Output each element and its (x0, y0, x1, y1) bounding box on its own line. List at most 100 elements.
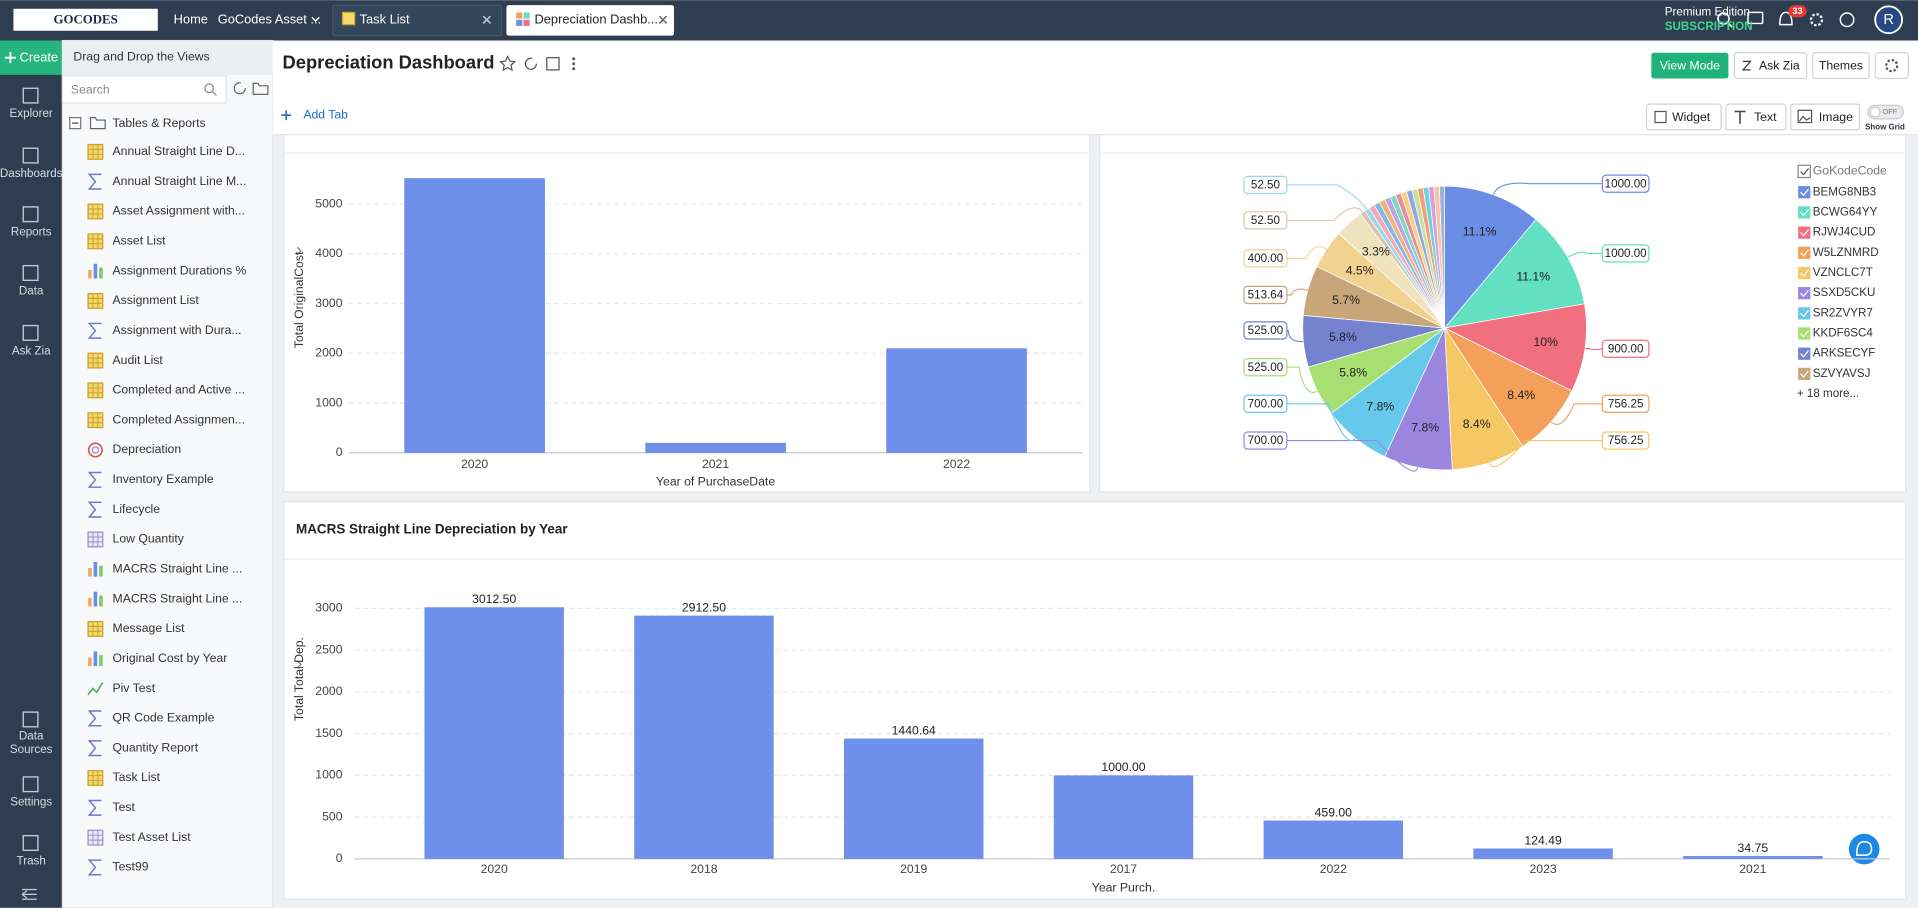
nav-label[interactable]: Settings (10, 796, 52, 809)
nav-label[interactable]: Ask Zia (12, 344, 51, 357)
data-label: 2912.50 (682, 601, 726, 615)
avatar[interactable] (1874, 5, 1904, 35)
sidebar-item[interactable]: Completed Assignmen... (113, 412, 245, 426)
chat-icon[interactable] (1747, 11, 1764, 25)
active-tab-label[interactable]: Depreciation Dashb... (535, 12, 658, 27)
settings-button[interactable] (1874, 52, 1909, 80)
sidebar-item[interactable]: MACRS Straight Line ... (113, 591, 243, 605)
icon-query (87, 799, 102, 816)
sidebar-item[interactable]: Assignment with Dura... (113, 323, 242, 337)
axis-expand[interactable] (296, 246, 302, 256)
icon-table (88, 233, 103, 249)
legend-label[interactable]: KKDF6SC4 (1813, 327, 1874, 340)
button-label[interactable]: View Mode (1660, 58, 1720, 72)
legend-label[interactable]: BCWG64YY (1813, 205, 1878, 218)
sidebar-item[interactable]: Lifecycle (113, 502, 161, 516)
sidebar-item[interactable]: Piv Test (113, 681, 156, 695)
button-label[interactable]: Image (1819, 110, 1853, 124)
tab-label[interactable]: Home (174, 12, 208, 27)
legend-label[interactable]: BEMG8NB3 (1813, 185, 1876, 198)
bell-icon[interactable] (1779, 11, 1793, 26)
search-box[interactable] (61, 75, 227, 104)
legend-label[interactable]: RJWJ4CUD (1813, 226, 1876, 239)
sidebar-item[interactable]: Assignment List (113, 293, 200, 307)
search-icon[interactable] (1717, 12, 1730, 25)
ask-zia-button[interactable] (1733, 52, 1808, 80)
more-icon[interactable] (572, 57, 576, 61)
sidebar-item[interactable]: Asset Assignment with... (113, 204, 245, 218)
nav-label[interactable]: Reports (11, 226, 52, 239)
sidebar-item[interactable]: Task List (113, 770, 161, 784)
legend-swatch[interactable] (1798, 226, 1811, 239)
nav-label[interactable]: Explorer (10, 107, 53, 120)
button-label[interactable]: Ask Zia (1759, 58, 1800, 72)
legend-label[interactable]: VZNCLC7T (1813, 266, 1873, 279)
text-button[interactable] (1725, 103, 1787, 131)
themes-button[interactable] (1812, 52, 1870, 80)
save-icon[interactable] (546, 57, 560, 71)
star-icon[interactable] (499, 55, 517, 72)
legend-label[interactable]: SSXD5CKU (1813, 286, 1876, 299)
sidebar-item[interactable]: Completed and Active ... (113, 383, 245, 397)
sidebar-item[interactable]: Low Quantity (113, 532, 185, 546)
sidebar-item[interactable]: Asset List (113, 234, 167, 248)
sidebar-item[interactable]: Depreciation (113, 442, 182, 456)
bar (404, 178, 545, 453)
active-tab[interactable] (506, 5, 674, 36)
sidebar-item[interactable]: Annual Straight Line M... (113, 174, 247, 188)
nav-label[interactable]: Data (19, 730, 44, 743)
close-icon[interactable] (658, 15, 668, 24)
sidebar-item[interactable]: Inventory Example (113, 472, 214, 486)
create-label[interactable]: Create (20, 50, 59, 65)
sidebar-item[interactable]: Message List (113, 621, 186, 635)
sidebar-item[interactable]: Test Asset List (113, 830, 192, 844)
nav-label[interactable]: Sources (10, 743, 53, 756)
legend-swatch[interactable] (1798, 367, 1811, 380)
refresh-icon[interactable] (524, 57, 537, 70)
legend-more[interactable]: + 18 more... (1797, 387, 1859, 400)
add-tab[interactable]: Add Tab (303, 107, 348, 121)
legend-label[interactable]: SR2ZVYR7 (1813, 306, 1873, 319)
zia-float-button[interactable] (1848, 833, 1880, 865)
sidebar-item[interactable]: Assignment Durations % (113, 263, 247, 277)
help-icon[interactable] (1839, 12, 1855, 28)
close-icon[interactable] (482, 15, 492, 24)
legend-label[interactable]: W5LZNMRD (1813, 246, 1879, 259)
sidebar-item[interactable]: Original Cost by Year (113, 651, 228, 665)
tab[interactable] (332, 4, 503, 37)
legend-swatch[interactable] (1798, 347, 1811, 360)
nav-label[interactable]: Dashboards (0, 167, 63, 180)
refresh-icon[interactable] (233, 82, 246, 95)
legend-swatch[interactable] (1798, 287, 1811, 300)
button-label[interactable]: Text (1754, 110, 1777, 124)
sidebar-item[interactable]: Test99 (113, 860, 149, 874)
legend-swatch[interactable] (1798, 246, 1811, 259)
legend-label[interactable]: SZVYAVSJ (1813, 367, 1871, 380)
legend-swatch[interactable] (1798, 186, 1811, 199)
legend-swatch[interactable] (1798, 206, 1811, 219)
view-mode-button[interactable] (1651, 52, 1729, 79)
legend-swatch[interactable] (1798, 307, 1811, 320)
button-label[interactable]: Themes (1819, 58, 1863, 72)
sidebar-item[interactable]: MACRS Straight Line ... (113, 562, 243, 576)
sidebar-item[interactable]: Audit List (113, 353, 164, 367)
nav-label[interactable]: Data (19, 284, 44, 297)
show-grid-label: Show Grid (1865, 122, 1905, 131)
gear-icon[interactable] (1809, 13, 1824, 27)
button-label[interactable]: Widget (1672, 110, 1711, 124)
sidebar-item[interactable]: Test (113, 800, 136, 814)
legend-swatch[interactable] (1798, 266, 1811, 280)
legend-label[interactable]: ARKSECYF (1813, 347, 1876, 360)
nav-label[interactable]: Trash (17, 854, 46, 867)
tab-label[interactable]: GoCodes Asset ... (218, 12, 321, 27)
sidebar-item[interactable]: Quantity Report (113, 740, 199, 754)
sidebar-item[interactable]: Annual Straight Line D... (113, 144, 245, 158)
folder-icon[interactable] (252, 82, 269, 95)
text-icon (1734, 110, 1746, 124)
axis-expand[interactable] (296, 660, 302, 669)
collapse-icon[interactable] (21, 888, 37, 900)
sidebar-item[interactable]: QR Code Example (113, 711, 215, 725)
tab-label[interactable]: Task List (360, 12, 410, 27)
legend-swatch[interactable] (1798, 327, 1811, 340)
widget-button[interactable] (1645, 103, 1722, 131)
